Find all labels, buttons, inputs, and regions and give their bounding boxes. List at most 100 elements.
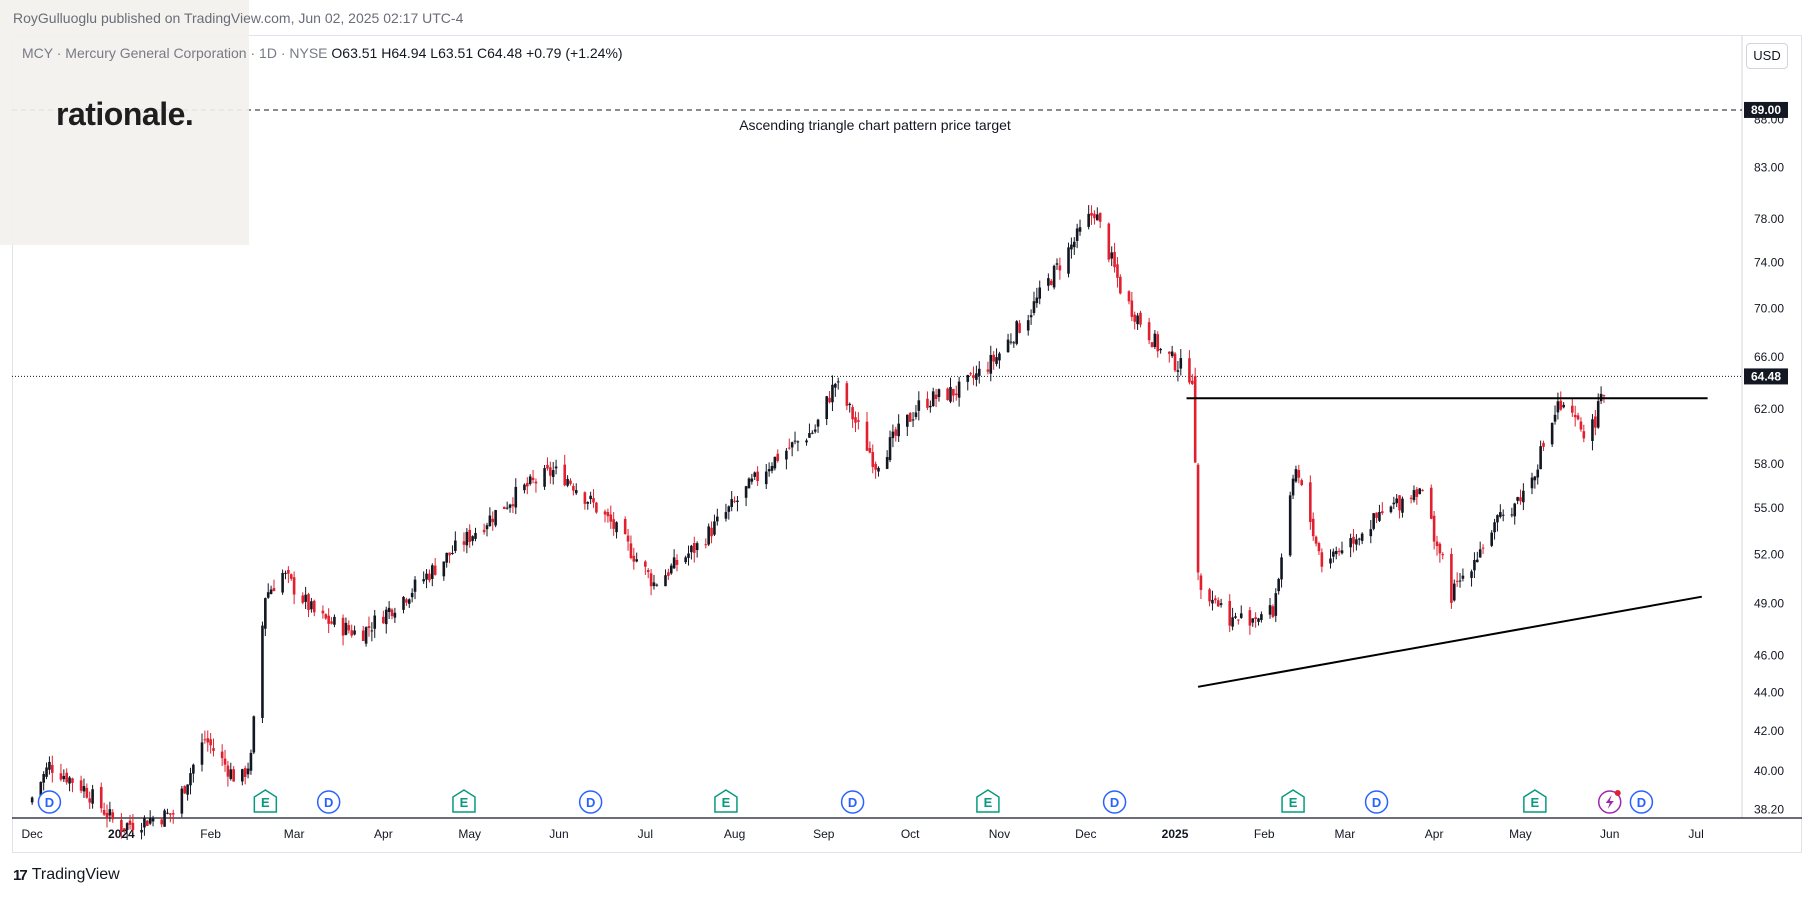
candle-body <box>1196 464 1200 573</box>
candle-body <box>1513 503 1517 517</box>
time-tick-label: Jul <box>1688 827 1703 841</box>
dividend-marker <box>578 790 603 814</box>
candle-body <box>1357 538 1361 540</box>
candle-body <box>811 432 814 434</box>
candle-body <box>543 468 546 487</box>
candle-body <box>1455 580 1459 582</box>
candle-body <box>151 818 155 822</box>
candle-body <box>954 393 958 396</box>
candle-body <box>1153 333 1157 347</box>
candle-body <box>1332 551 1335 557</box>
price-tick-label: 52.00 <box>1754 547 1784 561</box>
candle-body <box>212 748 215 751</box>
candle-body <box>200 742 204 765</box>
candle-body <box>612 519 615 529</box>
candle-body <box>91 789 94 804</box>
candle-body <box>615 522 618 533</box>
candle-body <box>1395 498 1398 504</box>
candle-body <box>857 420 860 422</box>
candle-body <box>1009 341 1013 343</box>
price-tick-label: 66.00 <box>1754 350 1784 364</box>
price-tick-label: 55.00 <box>1754 501 1784 515</box>
candle-body <box>269 589 273 595</box>
price-tick-label: 78.00 <box>1754 212 1784 226</box>
candle-body <box>226 765 230 777</box>
candle-body <box>344 622 348 635</box>
candle-body <box>272 588 276 592</box>
candle-body <box>1438 543 1442 554</box>
candle-body <box>468 529 472 542</box>
candle-body <box>526 482 529 487</box>
time-tick-label: Dec <box>21 827 42 841</box>
candle-body <box>454 540 457 551</box>
candle-body <box>649 573 653 587</box>
candle-body <box>563 464 567 486</box>
candle-body <box>931 391 935 407</box>
candle-body <box>367 626 371 629</box>
candle-body <box>1398 495 1401 511</box>
candle-body <box>937 389 941 397</box>
candle-body <box>266 592 270 598</box>
time-tick-label: Dec <box>1075 827 1096 841</box>
candle-body <box>773 456 777 469</box>
candle-body <box>635 559 638 562</box>
candle-body <box>972 375 975 379</box>
candle-body <box>1519 497 1522 502</box>
candle-body <box>874 463 877 470</box>
candle-body <box>502 506 506 509</box>
candle-body <box>361 630 365 641</box>
candle-body <box>834 383 837 388</box>
dividend-marker <box>1102 790 1127 814</box>
candle-body <box>1093 213 1096 219</box>
candle-body <box>442 561 446 577</box>
candle-body <box>1481 547 1485 549</box>
earnings-marker-label: E <box>1289 795 1298 810</box>
candle-body <box>1409 497 1413 499</box>
time-tick-label: May <box>458 827 481 841</box>
candle-body <box>1461 575 1465 579</box>
earnings-marker-label: E <box>984 795 993 810</box>
price-tick-label: 46.00 <box>1754 649 1784 663</box>
candle-body <box>1309 482 1312 522</box>
candle-body <box>629 543 633 559</box>
candle-body <box>82 786 86 792</box>
candle-body <box>1139 312 1142 325</box>
candle-body <box>744 486 748 498</box>
dividend-marker-label: D <box>324 795 333 810</box>
candle-body <box>71 778 74 783</box>
candle-body <box>382 616 385 624</box>
candle-body <box>675 559 679 565</box>
candle-body <box>407 599 411 604</box>
candle-body <box>704 544 708 546</box>
candle-body <box>885 457 889 469</box>
candle-body <box>1372 513 1375 529</box>
currency-button[interactable]: USD <box>1746 43 1788 69</box>
candle-body <box>1038 287 1042 299</box>
candle-body <box>85 787 89 798</box>
candle-body <box>868 447 872 453</box>
candle-body <box>1170 351 1174 357</box>
candle-body <box>710 527 713 537</box>
candle-body <box>508 504 512 508</box>
candle-body <box>1317 543 1321 552</box>
time-tick-label: Aug <box>724 827 745 841</box>
candle-body <box>707 526 710 545</box>
candle-body <box>589 495 592 500</box>
candle-body <box>1579 421 1583 430</box>
candle-body <box>753 472 757 477</box>
candle-body <box>736 500 739 502</box>
earnings-marker-label: E <box>261 795 270 810</box>
candle-body <box>1337 550 1341 552</box>
candle-body <box>1596 401 1600 428</box>
candle-body <box>330 621 333 624</box>
candle-body <box>1193 376 1197 463</box>
candle-body <box>451 552 454 554</box>
candle-body <box>1499 512 1502 517</box>
candle-body <box>364 627 368 644</box>
candle-body <box>249 752 253 771</box>
candle-body <box>854 417 857 423</box>
candle-body <box>1550 422 1554 445</box>
time-tick-label: Feb <box>200 827 221 841</box>
price-tick-label: 83.00 <box>1754 161 1784 175</box>
